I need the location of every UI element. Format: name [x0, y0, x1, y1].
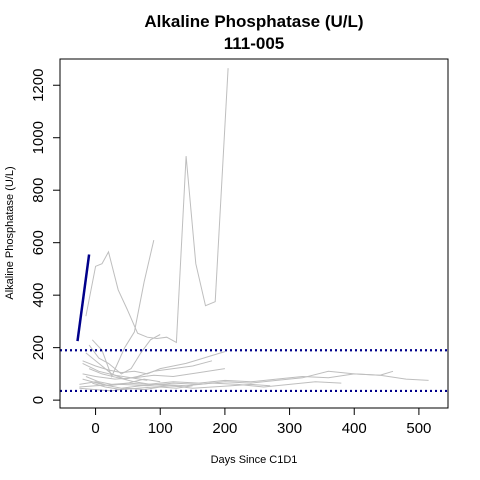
y-tick-label: 600 — [30, 230, 47, 255]
x-tick-label: 0 — [91, 420, 99, 437]
x-axis: 0 100 200 300 400 500 — [91, 408, 431, 437]
plot-frame — [59, 58, 449, 409]
series-line-14 — [79, 385, 193, 392]
y-tick-label: 0 — [30, 396, 47, 404]
y-axis-label: Alkaline Phosphatase (U/L) — [4, 166, 16, 299]
series-layer — [79, 68, 429, 392]
y-tick-label: 800 — [30, 178, 47, 203]
y-tick-label: 1000 — [30, 121, 47, 154]
y-tick-label: 400 — [30, 283, 47, 308]
chart-subtitle: 111-005 — [224, 34, 285, 53]
series-line-2 — [91, 239, 155, 378]
chart-title: Alkaline Phosphatase (U/L) — [144, 12, 363, 31]
series-line-5 — [85, 352, 213, 380]
series-line-13 — [82, 362, 148, 381]
series-line-8 — [79, 370, 429, 388]
x-axis-label: Days Since C1D1 — [211, 454, 298, 466]
x-tick-label: 300 — [277, 420, 302, 437]
x-tick-label: 500 — [406, 420, 431, 437]
x-tick-label: 100 — [148, 420, 173, 437]
series-line-3 — [88, 334, 161, 375]
series-line-9 — [82, 378, 342, 389]
y-tick-label: 200 — [30, 335, 47, 360]
series-line-1 — [85, 68, 229, 344]
x-tick-label: 400 — [342, 420, 367, 437]
series-line-12 — [92, 382, 271, 391]
y-tick-label: 1200 — [30, 69, 47, 102]
y-axis: 0 200 400 600 800 1000 1200 — [30, 69, 60, 404]
series-line-10 — [85, 376, 161, 385]
highlight-series-line — [76, 254, 91, 342]
x-tick-label: 200 — [212, 420, 237, 437]
series-line-6 — [82, 368, 225, 380]
highlight-layer — [76, 254, 91, 342]
